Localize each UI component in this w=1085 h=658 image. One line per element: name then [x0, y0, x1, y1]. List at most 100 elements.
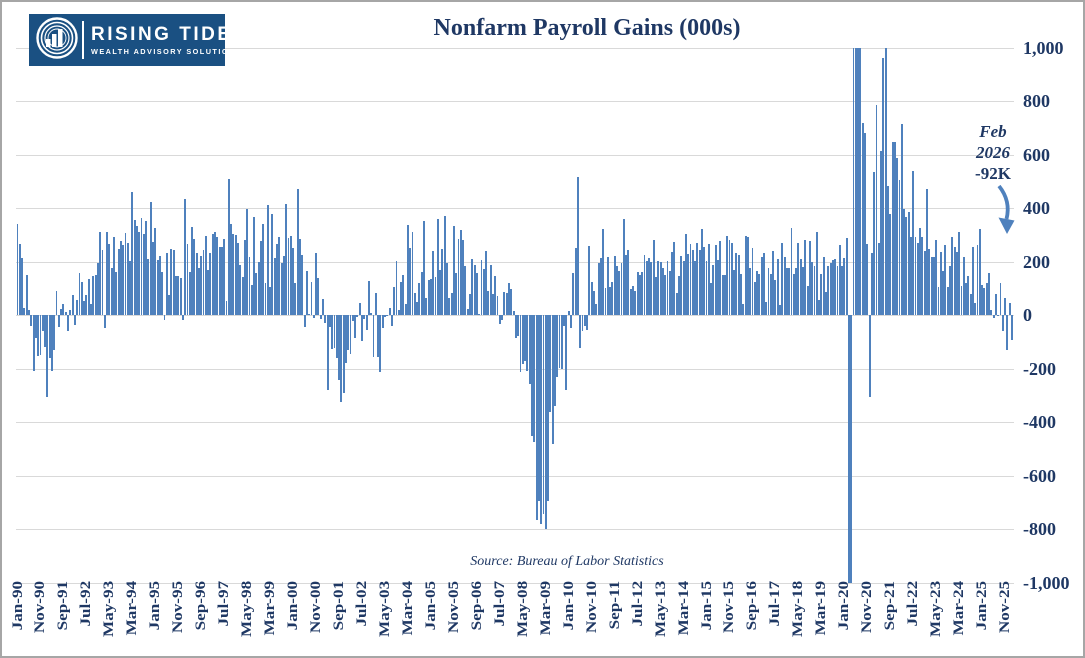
bar — [1011, 315, 1013, 340]
bar — [914, 236, 917, 315]
x-tick-label: Sep-01 — [331, 580, 348, 631]
bar — [843, 257, 846, 315]
bar — [625, 254, 628, 315]
bar — [23, 307, 26, 315]
x-tick-label: Nov-95 — [170, 580, 187, 634]
bar — [469, 294, 471, 315]
bar — [949, 266, 951, 315]
bar — [857, 47, 860, 315]
bar — [526, 315, 529, 372]
bar — [420, 272, 423, 315]
bar — [379, 315, 382, 372]
bar — [250, 285, 253, 315]
bar — [960, 286, 963, 315]
source-caption: Source: Bureau of Labor Statistics — [470, 554, 664, 569]
bar — [16, 223, 19, 315]
bar — [168, 294, 171, 315]
bar — [282, 256, 285, 315]
bar — [482, 269, 485, 315]
bar — [847, 315, 850, 583]
bar — [191, 227, 193, 315]
bar — [308, 314, 311, 315]
x-tick-label: May-23 — [928, 580, 945, 637]
annotation-year: 2026 — [976, 143, 1010, 162]
bar — [868, 315, 871, 397]
bar — [946, 286, 949, 315]
bar — [616, 266, 618, 315]
bar — [737, 254, 740, 315]
bar — [932, 256, 935, 315]
bar — [944, 244, 947, 315]
bar — [597, 262, 600, 315]
bar — [92, 275, 95, 315]
bar — [115, 272, 118, 315]
bar — [544, 315, 547, 529]
bar — [71, 294, 74, 315]
bar — [719, 240, 722, 315]
bar — [87, 279, 90, 315]
x-tick-label: May-93 — [101, 580, 118, 637]
bar — [193, 239, 196, 315]
bar — [721, 274, 724, 315]
bar — [792, 273, 795, 315]
gridline — [16, 368, 1014, 370]
bar — [710, 283, 713, 315]
bar — [802, 267, 804, 315]
bar — [827, 266, 830, 315]
y-tick-label: 400 — [1023, 198, 1050, 218]
bar — [558, 315, 561, 369]
bar — [822, 257, 825, 315]
bar — [312, 315, 315, 318]
bar — [776, 259, 779, 315]
bar — [852, 47, 855, 315]
bar — [361, 315, 363, 341]
x-tick-label: Mar-99 — [262, 580, 279, 636]
bar — [96, 262, 99, 315]
bar — [452, 225, 455, 315]
bar — [629, 289, 632, 315]
bar — [28, 310, 30, 315]
x-tick-label: May-98 — [239, 580, 256, 637]
bar — [891, 141, 894, 315]
chart-title: Nonfarm Payroll Gains (000s) — [433, 15, 741, 41]
x-tick-label: May-18 — [790, 580, 807, 637]
bar — [684, 233, 687, 315]
bar — [184, 198, 187, 315]
bar — [703, 246, 706, 315]
bar — [402, 274, 405, 315]
bar — [588, 246, 591, 315]
bar — [216, 236, 219, 315]
bar — [119, 240, 122, 315]
bar — [425, 297, 428, 315]
bar — [358, 302, 361, 315]
bar — [1001, 315, 1004, 332]
bar — [220, 246, 223, 315]
bar — [806, 286, 809, 315]
x-tick-label: Jan-10 — [560, 580, 577, 631]
bar — [889, 213, 892, 315]
bar — [988, 272, 990, 315]
bar — [742, 303, 745, 315]
bar — [611, 282, 614, 315]
bar — [836, 265, 839, 315]
bar — [397, 310, 400, 315]
bar — [129, 260, 131, 315]
bar — [200, 256, 203, 315]
gridline — [16, 422, 1014, 423]
bar — [234, 235, 237, 315]
bar — [106, 232, 108, 315]
bar — [698, 250, 701, 315]
bar — [186, 244, 189, 315]
x-tick-label: Mar-94 — [124, 580, 141, 636]
bar — [618, 271, 621, 315]
annotation-feb-2026: Feb 2026 -92K — [964, 121, 1022, 184]
bar — [542, 315, 545, 514]
bar — [636, 272, 639, 315]
bar — [531, 315, 533, 436]
bar — [808, 240, 811, 315]
bar — [887, 185, 889, 315]
x-tick-label: Jul-02 — [354, 580, 370, 627]
bar — [992, 315, 995, 319]
annotation-month: Feb — [979, 122, 1007, 141]
bar — [907, 211, 910, 315]
